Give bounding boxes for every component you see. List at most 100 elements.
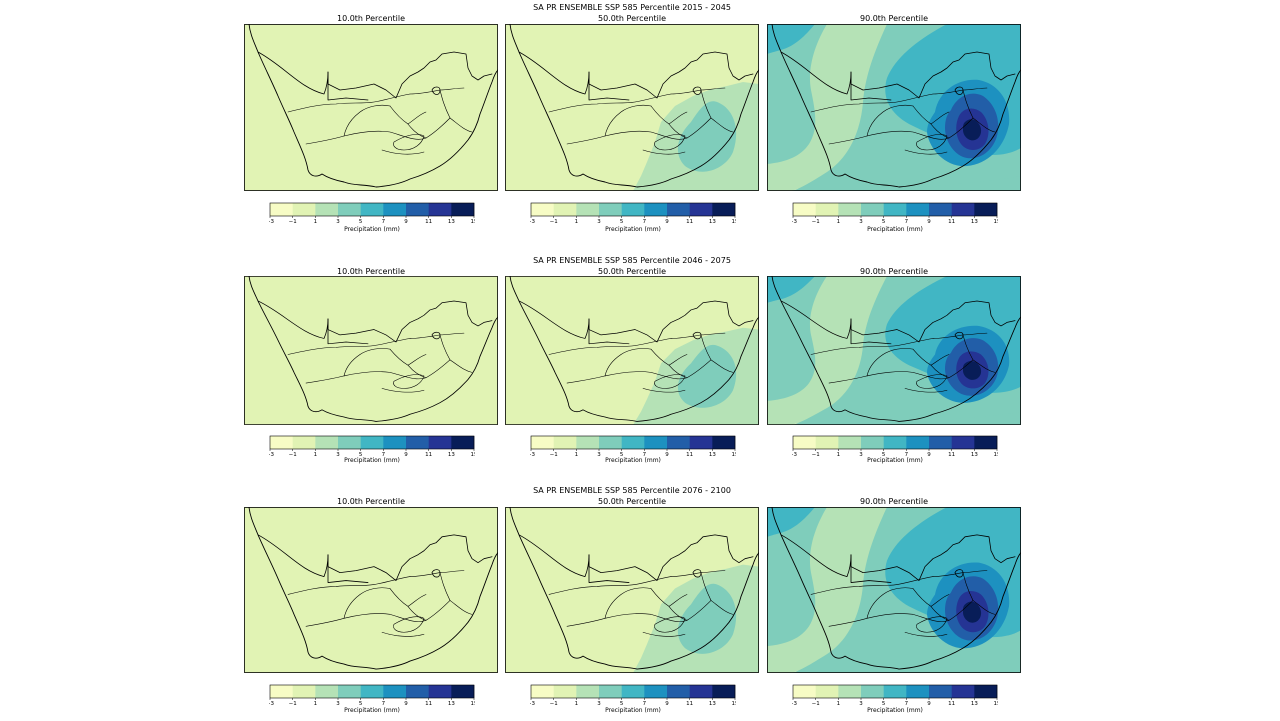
colorbar-tick-label: −3 bbox=[269, 219, 275, 224]
province-border bbox=[548, 576, 672, 595]
province-border bbox=[930, 606, 950, 621]
province-border bbox=[962, 334, 974, 361]
precipitation-contour bbox=[767, 507, 827, 647]
colorbar-swatch bbox=[974, 436, 998, 449]
colorbar-swatch bbox=[360, 436, 384, 449]
colorbar-swatch bbox=[451, 436, 475, 449]
colorbar-label: Precipitation (mm) bbox=[344, 457, 400, 464]
colorbar-frame bbox=[269, 202, 475, 217]
province-border bbox=[828, 600, 974, 627]
colorbar-tick-label: 9 bbox=[665, 219, 669, 224]
panel-title: 90.0th Percentile bbox=[859, 497, 929, 506]
colorbar-swatch bbox=[667, 685, 690, 698]
colorbar-tick-label: 9 bbox=[927, 701, 931, 706]
colorbar: −3−113579111315 bbox=[269, 684, 475, 706]
colorbar-tick-label: 15 bbox=[732, 219, 737, 224]
colorbar-tick-label: 7 bbox=[905, 219, 909, 224]
colorbar-tick-label: 3 bbox=[597, 701, 601, 706]
colorbar-tick-label: 3 bbox=[597, 452, 601, 457]
colorbar-tick-label: 15 bbox=[471, 219, 476, 224]
colorbar-tick-label: 15 bbox=[471, 452, 476, 457]
colorbar-swatch bbox=[929, 436, 952, 449]
international-border bbox=[588, 71, 630, 101]
panel-title: 50.0th Percentile bbox=[597, 14, 667, 23]
colorbar-tick-label: 11 bbox=[425, 701, 432, 706]
colorbar-tick-label: −1 bbox=[812, 701, 820, 706]
colorbar-tick-label: 1 bbox=[575, 701, 579, 706]
precipitation-contour bbox=[963, 601, 982, 623]
map-frame bbox=[505, 24, 759, 191]
country-borders bbox=[771, 276, 1021, 422]
colorbar-swatch bbox=[793, 203, 816, 216]
colorbar-label: Precipitation (mm) bbox=[344, 226, 400, 233]
colorbar-frame bbox=[269, 684, 475, 699]
panel-50th-percentile: 50.0th Percentile −3−113579111315 Precip… bbox=[504, 13, 760, 238]
colorbar-swatch bbox=[531, 685, 554, 698]
colorbar-swatch bbox=[599, 436, 622, 449]
province-border bbox=[904, 149, 948, 155]
colorbar-tick-label: 7 bbox=[643, 701, 647, 706]
colorbar-tick-label: 11 bbox=[686, 452, 693, 457]
colorbar-tick-label: 1 bbox=[575, 219, 579, 224]
colorbar-tick-label: 15 bbox=[732, 452, 737, 457]
colorbar-tick-label: 7 bbox=[905, 701, 909, 706]
panel-90th-percentile: 90.0th Percentile −3−113579111315 Precip… bbox=[766, 266, 1022, 476]
colorbar-frame bbox=[530, 202, 736, 217]
coastline bbox=[771, 24, 1021, 188]
colorbar-tick-label: 13 bbox=[709, 219, 716, 224]
colorbar: −3−113579111315 bbox=[269, 202, 475, 224]
colorbar-swatch bbox=[553, 685, 577, 698]
international-border bbox=[850, 71, 892, 101]
province-border bbox=[962, 89, 974, 119]
province-border bbox=[381, 149, 425, 155]
colorbar-tick-label: 11 bbox=[686, 219, 693, 224]
precipitation-map bbox=[244, 24, 498, 191]
province-border bbox=[904, 631, 948, 637]
coastline bbox=[248, 276, 498, 422]
colorbar-tick-label: −3 bbox=[792, 701, 798, 706]
colorbar-swatch bbox=[270, 436, 293, 449]
colorbar: −3−113579111315 bbox=[530, 202, 736, 224]
province-border bbox=[700, 572, 712, 601]
province-border bbox=[343, 348, 391, 377]
colorbar-tick-label: 5 bbox=[359, 452, 363, 457]
province-border bbox=[930, 364, 950, 378]
coastline bbox=[509, 276, 759, 422]
colorbar-swatch bbox=[712, 436, 736, 449]
colorbar-frame bbox=[792, 684, 998, 699]
colorbar-frame bbox=[530, 435, 736, 450]
colorbar-tick-label: 9 bbox=[665, 701, 669, 706]
colorbar-swatch bbox=[553, 436, 577, 449]
province-border bbox=[962, 572, 974, 601]
colorbar-tick-label: 7 bbox=[382, 452, 386, 457]
province-border bbox=[449, 117, 473, 133]
province-border bbox=[449, 600, 473, 615]
colorbar-tick-label: 13 bbox=[971, 219, 978, 224]
map-frame bbox=[767, 507, 1021, 673]
province-border bbox=[810, 338, 934, 355]
colorbar-swatch bbox=[793, 685, 816, 698]
colorbar-tick-label: −1 bbox=[812, 452, 820, 457]
colorbar-tick-label: 7 bbox=[382, 701, 386, 706]
colorbar-tick-label: −1 bbox=[550, 452, 558, 457]
colorbar-tick-label: 13 bbox=[709, 452, 716, 457]
precipitation-map bbox=[244, 507, 498, 673]
province-border bbox=[642, 388, 686, 393]
panel-10th-percentile: 10.0th Percentile −3−113579111315 Precip… bbox=[243, 266, 499, 476]
colorbar-swatch bbox=[906, 203, 930, 216]
province-border bbox=[916, 374, 948, 389]
country-borders bbox=[509, 24, 759, 188]
colorbar-swatch bbox=[383, 436, 407, 449]
colorbar-swatch bbox=[793, 436, 816, 449]
colorbar-swatch bbox=[576, 203, 600, 216]
precipitation-contour bbox=[767, 24, 827, 164]
map-frame bbox=[244, 24, 498, 191]
colorbar-tick-label: 13 bbox=[448, 701, 455, 706]
colorbar-tick-label: 13 bbox=[971, 452, 978, 457]
colorbar-tick-label: 9 bbox=[404, 701, 408, 706]
province-border bbox=[654, 134, 686, 151]
colorbar-tick-label: 3 bbox=[336, 701, 340, 706]
province-border bbox=[407, 606, 427, 621]
row-title: SA PR ENSEMBLE SSP 585 Percentile 2015 -… bbox=[533, 3, 731, 12]
colorbar-tick-label: −1 bbox=[289, 219, 297, 224]
